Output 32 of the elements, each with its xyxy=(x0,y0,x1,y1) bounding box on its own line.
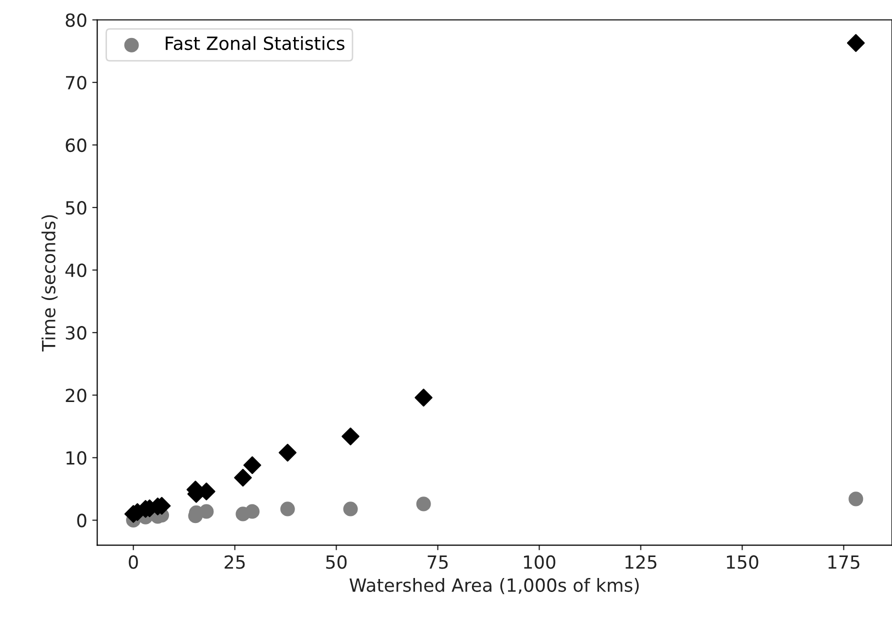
y-tick-label: 30 xyxy=(66,326,86,340)
y-tick-label: 80 xyxy=(66,13,86,27)
point xyxy=(416,496,431,512)
y-tick-label: 50 xyxy=(66,200,86,215)
y-tick-label: 10 xyxy=(66,451,86,465)
point xyxy=(199,504,214,519)
x-tick-label: 50 xyxy=(326,555,347,569)
point xyxy=(278,444,297,462)
x-tick-label: 0 xyxy=(128,555,138,569)
x-tick-label: 150 xyxy=(726,555,758,569)
point xyxy=(414,388,432,407)
point xyxy=(243,456,262,474)
x-tick-label: 125 xyxy=(625,555,656,569)
x-tick-label: 175 xyxy=(828,556,860,569)
y-axis-title: Time (seconds) xyxy=(42,215,58,352)
y-tick-label: 20 xyxy=(66,388,86,402)
point xyxy=(846,34,865,52)
x-tick-label: 25 xyxy=(224,555,245,569)
point xyxy=(234,468,252,487)
point xyxy=(848,492,864,506)
point xyxy=(245,504,260,519)
y-tick-label: 0 xyxy=(77,514,86,528)
x-tick-label: 75 xyxy=(428,556,448,569)
y-tick-label: 60 xyxy=(66,138,86,152)
point xyxy=(343,502,358,516)
y-tick-label: 70 xyxy=(66,76,86,90)
x-axis-title: Watershed Area (1,000s of kms) xyxy=(350,578,639,594)
y-tick-label: 40 xyxy=(65,264,86,278)
point xyxy=(280,502,295,516)
point xyxy=(342,428,360,446)
legend-label: Fast Zonal Statistics xyxy=(166,36,344,50)
x-tick-label: 100 xyxy=(524,555,556,569)
